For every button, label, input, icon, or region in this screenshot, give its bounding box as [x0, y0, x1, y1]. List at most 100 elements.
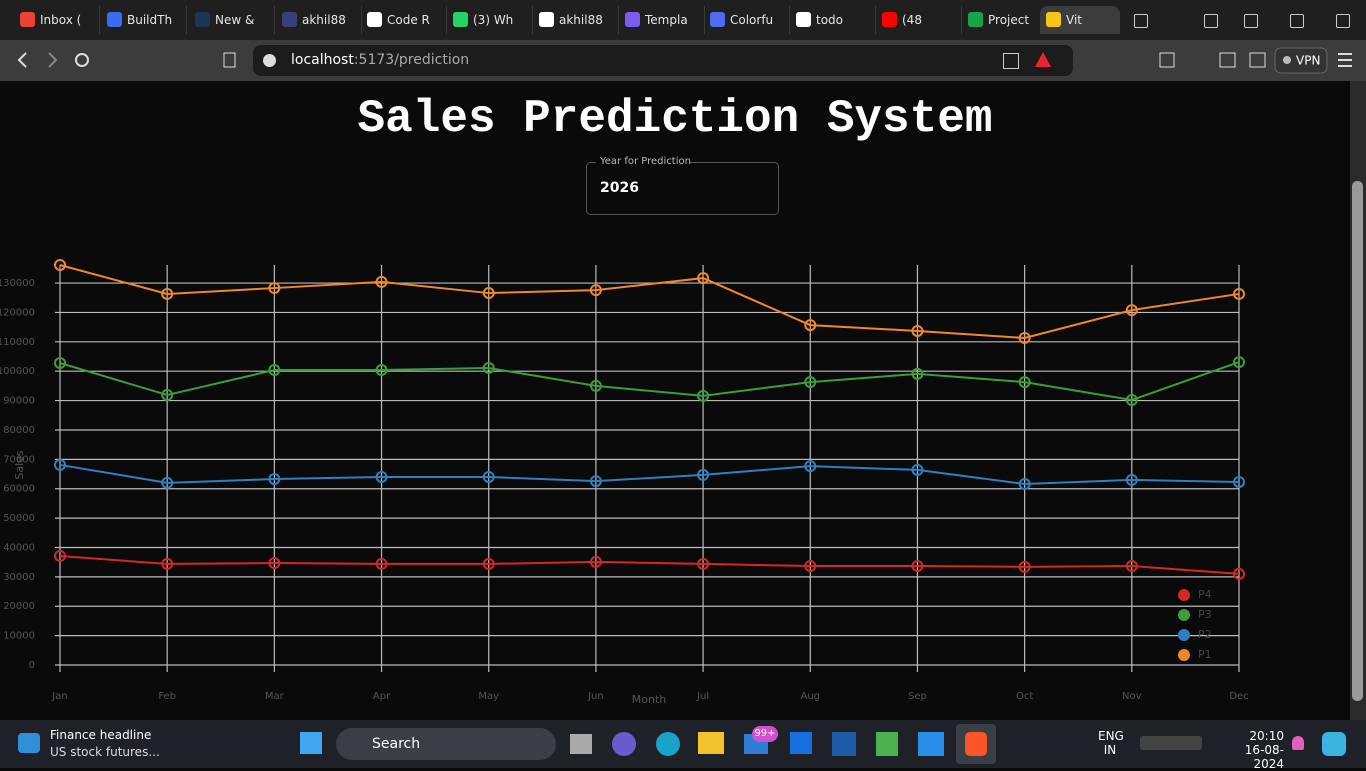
browser-tab[interactable]: BuildTh	[101, 6, 187, 34]
browser-tab[interactable]: (3) Wh	[447, 6, 533, 34]
data-point	[1018, 478, 1031, 491]
region-code: IN	[1103, 743, 1117, 757]
data-point	[697, 468, 710, 481]
sidebar-button[interactable]	[1219, 52, 1236, 68]
data-point	[54, 550, 66, 563]
y-tick-label: 100000	[0, 366, 35, 377]
tab-title: todo	[816, 13, 844, 27]
y-tick-label: 30000	[3, 572, 35, 583]
legend-swatch	[1178, 629, 1190, 641]
bookmark-button[interactable]	[223, 52, 236, 68]
app-icon[interactable]	[918, 732, 944, 756]
data-point	[482, 557, 495, 570]
app-icon[interactable]	[832, 732, 856, 756]
close-button[interactable]	[1336, 14, 1350, 28]
reload-button[interactable]	[75, 53, 89, 67]
tab-title: Templa	[645, 13, 688, 27]
data-point	[911, 463, 924, 476]
data-point	[161, 557, 174, 570]
clock[interactable]: 20:10 16-08-2024	[1216, 729, 1284, 771]
wallet-button[interactable]	[1249, 52, 1266, 68]
tab-search-button[interactable]	[1204, 14, 1218, 28]
info-icon	[263, 54, 276, 67]
browser-tab[interactable]: Project	[962, 6, 1048, 34]
tab-title: Colorfu	[730, 13, 774, 27]
data-point	[161, 287, 174, 300]
series-line	[59, 361, 1240, 402]
year-input-value: 2026	[600, 180, 639, 196]
url-host: localhost	[291, 52, 354, 68]
browser-tab[interactable]: Templa	[619, 6, 705, 34]
y-tick-label: 0	[29, 660, 35, 671]
url-path: :5173/prediction	[353, 52, 470, 68]
x-tick-label: Aug	[801, 691, 821, 702]
browser-tab[interactable]: Vit	[1040, 6, 1120, 34]
back-button[interactable]	[17, 52, 27, 68]
x-tick-label: Oct	[1016, 691, 1033, 702]
app-icon[interactable]	[876, 732, 898, 756]
legend-label: P2	[1198, 628, 1212, 641]
browser-tab[interactable]: Colorfu	[704, 6, 790, 34]
news-icon	[18, 733, 40, 753]
data-point	[482, 361, 495, 374]
vpn-button[interactable]	[1274, 47, 1328, 74]
news-title[interactable]: Finance headline	[50, 728, 152, 742]
app-icon[interactable]	[612, 732, 636, 756]
browser-tab[interactable]: Code R	[361, 6, 447, 34]
share-icon[interactable]	[1003, 53, 1019, 69]
extensions-button[interactable]	[1159, 52, 1175, 68]
scroll-thumb[interactable]	[1352, 181, 1363, 701]
label-backdrop	[596, 154, 690, 166]
tab-title: akhil88	[302, 13, 346, 27]
new-tab-button[interactable]	[1134, 14, 1148, 28]
tab-icon	[710, 12, 725, 27]
data-point	[1018, 376, 1031, 389]
browser-tab[interactable]: New &	[189, 6, 275, 34]
legend-label: P3	[1198, 608, 1212, 621]
minimize-button[interactable]	[1244, 14, 1258, 28]
legend-swatch	[1178, 609, 1190, 621]
data-point	[804, 559, 817, 572]
app-icon[interactable]	[790, 732, 812, 754]
maximize-button[interactable]	[1290, 14, 1304, 28]
active-app[interactable]	[956, 724, 996, 764]
y-tick-label: 20000	[3, 601, 35, 612]
tab-bar: Inbox (BuildTh New & akhil88 Code R (3) Wh ak…	[0, 0, 1366, 40]
tab-icon	[20, 12, 35, 27]
data-point	[911, 324, 924, 337]
menu-button[interactable]	[1338, 53, 1352, 67]
scrollbar[interactable]	[1350, 81, 1366, 720]
forward-button[interactable]	[48, 52, 58, 68]
data-point	[54, 458, 66, 471]
copilot-icon[interactable]	[1322, 732, 1346, 756]
app-icon[interactable]	[698, 732, 724, 754]
system-tray[interactable]	[1140, 736, 1202, 750]
app-icon[interactable]	[570, 734, 592, 754]
browser-tab[interactable]: (48	[876, 6, 962, 34]
legend-swatch	[1178, 589, 1190, 601]
tab-title: Vit	[1066, 13, 1082, 27]
start-button[interactable]	[300, 732, 322, 754]
data-point	[697, 389, 710, 402]
address-bar[interactable]: localhost:5173/prediction	[253, 45, 1073, 76]
search-box[interactable]: Search	[336, 728, 556, 760]
rewards-icon[interactable]	[1035, 52, 1051, 67]
language[interactable]: ENG IN	[1098, 729, 1124, 757]
browser-tab[interactable]: Inbox (	[14, 6, 100, 34]
browser-tab[interactable]: akhil88	[276, 6, 362, 34]
app-icon[interactable]	[656, 732, 680, 756]
legend-label: P4	[1198, 588, 1212, 601]
browser-tab[interactable]: todo	[790, 6, 876, 34]
data-point	[375, 557, 388, 570]
x-tick-label: Mar	[265, 691, 285, 702]
series-line	[59, 264, 1240, 340]
y-tick-label: 120000	[0, 307, 35, 318]
browser-tab[interactable]: akhil88	[533, 6, 619, 34]
x-tick-label: Dec	[1229, 691, 1248, 702]
news-text[interactable]: US stock futures...	[50, 745, 160, 759]
series-line	[59, 555, 1240, 575]
tab-icon	[882, 12, 897, 27]
notification-bell[interactable]	[1292, 736, 1304, 750]
tab-title: (3) Wh	[473, 13, 514, 27]
data-point	[482, 287, 495, 300]
